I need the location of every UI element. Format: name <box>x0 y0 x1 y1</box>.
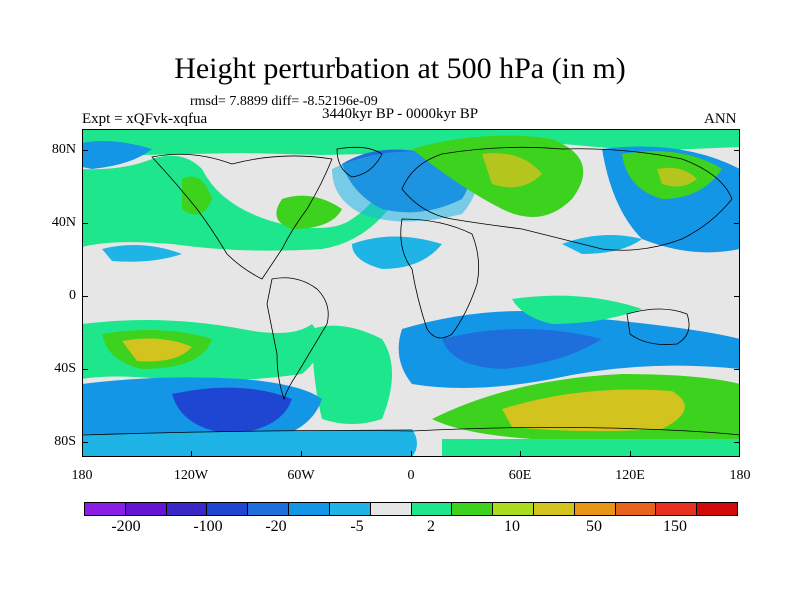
coastline-north-america <box>151 153 333 280</box>
x-tick-60e: 60E <box>508 468 532 483</box>
y-tickmark <box>82 223 88 224</box>
y-tickmark <box>82 296 88 297</box>
colorbar-label: 2 <box>427 518 435 535</box>
contour-indian-green <box>512 295 642 324</box>
coastline-greenland <box>336 146 383 178</box>
period-text: 3440kyr BP - 0000kyr BP <box>322 106 479 122</box>
y-tick-80n: 80N <box>51 142 76 157</box>
colorbar-box <box>125 503 167 515</box>
coastline-africa <box>400 218 480 339</box>
colorbar <box>84 502 738 516</box>
x-tickmark <box>301 451 302 457</box>
stats-text: rmsd= 7.8899 diff= -8.52196e-09 <box>190 94 378 109</box>
colorbar-label: 10 <box>504 518 520 535</box>
y-tickmark <box>82 442 88 443</box>
colorbar-box <box>166 503 208 515</box>
x-tick-0: 0 <box>407 468 415 483</box>
coastline-eurasia <box>401 146 733 251</box>
colorbar-box <box>411 503 453 515</box>
colorbar-label: -100 <box>193 518 223 535</box>
contour-asia-yellow <box>482 153 542 188</box>
colorbar-box <box>329 503 371 515</box>
x-tick-180e: 180 <box>729 468 751 483</box>
contour-indopac-cyan <box>562 235 642 254</box>
colorbar-box <box>533 503 575 515</box>
y-tickmark-right <box>734 150 740 151</box>
colorbar-box <box>656 503 698 515</box>
season-label: ANN <box>704 111 737 127</box>
x-tickmark <box>520 451 521 457</box>
colorbar-label: -5 <box>350 518 364 535</box>
coastline-australia <box>626 308 690 345</box>
colorbar-box <box>697 503 737 515</box>
colorbar-box <box>493 503 534 515</box>
y-tick-40n: 40N <box>51 215 76 230</box>
y-tickmark-right <box>734 369 740 370</box>
contour-canada-green <box>276 195 342 229</box>
colorbar-box <box>370 503 412 515</box>
coastline-south-america <box>266 277 329 401</box>
contour-eastasia-yellow <box>657 167 697 187</box>
contour-spac-yellow <box>122 338 192 362</box>
colorbar-box <box>289 503 330 515</box>
map-panel <box>82 129 740 457</box>
contour-tropatl-cyan <box>352 236 442 269</box>
colorbar-label: -20 <box>265 518 287 535</box>
contour-antarctic-cyan <box>82 429 417 457</box>
contour-npac-green <box>82 155 412 251</box>
x-tick-180w: 180 <box>71 468 93 483</box>
experiment-label: Expt = xQFvk-xqfua <box>82 111 208 127</box>
colorbar-box <box>207 503 249 515</box>
contour-nepac-cyan <box>102 245 182 262</box>
colorbar-box <box>615 503 657 515</box>
contour-arctic-green <box>82 129 740 159</box>
y-tick-40s: 40S <box>54 361 76 376</box>
colorbar-box <box>574 503 616 515</box>
y-tickmark-right <box>734 442 740 443</box>
y-tick-80s: 80S <box>54 434 76 449</box>
coastlines <box>82 146 740 436</box>
y-tickmark <box>82 150 88 151</box>
colorbar-label: 50 <box>586 518 602 535</box>
map-title: Height perturbation at 500 hPa (in m) <box>174 52 626 85</box>
x-tick-120e: 120E <box>615 468 645 483</box>
colorbar-box <box>248 503 290 515</box>
contour-satl-green <box>312 325 392 424</box>
y-tickmark <box>82 369 88 370</box>
colorbar-box <box>85 503 126 515</box>
colorbar-box <box>452 503 494 515</box>
colorbar-label: 150 <box>663 518 687 535</box>
contour-arctic-blue <box>82 141 152 169</box>
contour-nwpac-green <box>182 176 212 215</box>
y-tickmark-right <box>734 296 740 297</box>
colorbar-label: -200 <box>111 518 141 535</box>
x-tickmark <box>630 451 631 457</box>
x-tickmark <box>191 451 192 457</box>
y-tick-0: 0 <box>69 288 76 303</box>
x-tick-120w: 120W <box>173 468 209 483</box>
y-tickmark-right <box>734 223 740 224</box>
contour-southocean-blue-dark <box>172 387 292 434</box>
contour-southind-yellow <box>502 389 685 432</box>
x-tickmark <box>411 451 412 457</box>
coastline-antarctica <box>82 427 740 436</box>
contour-antarctic-green <box>442 439 740 457</box>
height-perturbation-field <box>82 129 740 457</box>
x-tick-60w: 60W <box>287 468 315 483</box>
contour-sind-blue-core <box>442 329 602 369</box>
